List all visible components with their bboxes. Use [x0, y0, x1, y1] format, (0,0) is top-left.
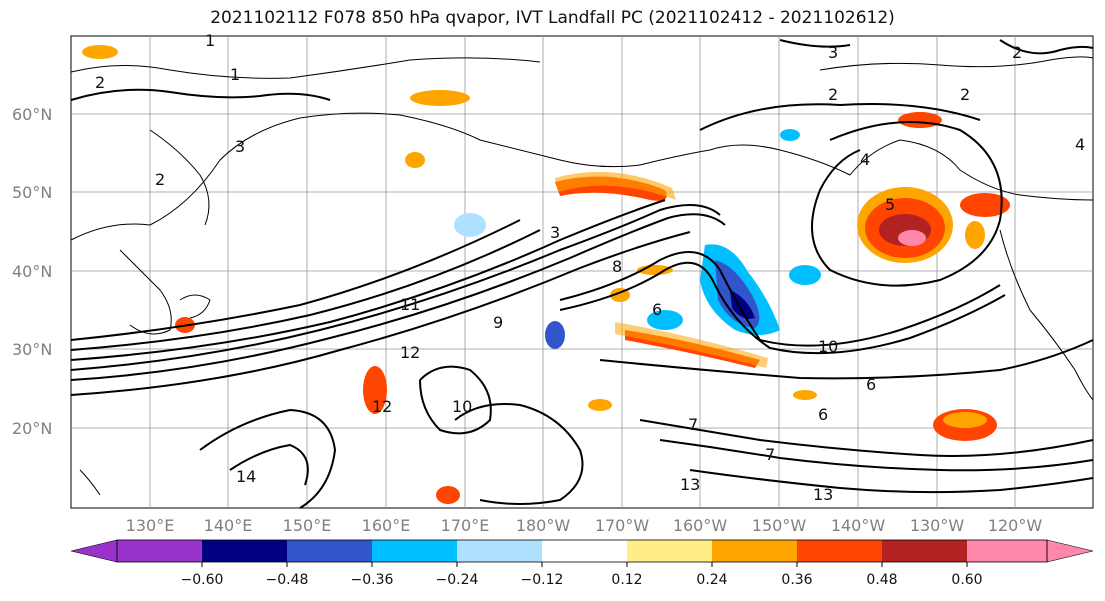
- contour-label: 10: [452, 397, 472, 416]
- colorbar: −0.60 −0.48 −0.36 −0.24 −0.12 0.12 0.24 …: [70, 539, 1094, 588]
- lon-label: 160°E: [362, 516, 411, 535]
- colorbar-tick-label: 0.12: [611, 572, 642, 588]
- contour-label: 10: [818, 337, 838, 356]
- contour-label: 2: [95, 73, 105, 92]
- lon-label: 140°E: [204, 516, 253, 535]
- contour-label: 8: [612, 257, 622, 276]
- contour-labels: 1 1 2 3 2 2 3 2 2 3 4 4 5 6 7 8 9 10 11 …: [95, 31, 1085, 504]
- contour-label: 5: [885, 195, 895, 214]
- lon-label: 120°W: [988, 516, 1043, 535]
- lon-label: 130°W: [910, 516, 965, 535]
- lat-label: 20°N: [12, 419, 52, 438]
- contour-label: 2: [155, 170, 165, 189]
- lon-label: 170°E: [441, 516, 490, 535]
- colorbar-tick-label: 0.60: [951, 572, 982, 588]
- longitude-labels: 130°E 140°E 150°E 160°E 170°E 180°W 170°…: [126, 516, 1043, 535]
- contour-label: 1: [230, 65, 240, 84]
- contour-label: 3: [550, 223, 560, 242]
- colorbar-tick-label: −0.48: [266, 572, 309, 588]
- colorbar-swatch: [287, 540, 372, 562]
- colorbar-swatch: [542, 540, 627, 562]
- contour-label: 7: [765, 445, 775, 464]
- colorbar-swatch: [627, 540, 712, 562]
- colorbar-extend-low: [70, 539, 118, 563]
- contour-label: 4: [860, 150, 870, 169]
- colorbar-tick-label: −0.24: [436, 572, 479, 588]
- contour-label: 2: [960, 85, 970, 104]
- colorbar-tick-label: −0.36: [351, 572, 394, 588]
- colorbar-swatch: [457, 540, 542, 562]
- lat-label: 40°N: [12, 262, 52, 281]
- contour-label: 12: [372, 397, 392, 416]
- map-title: 2021102112 F078 850 hPa qvapor, IVT Land…: [210, 8, 895, 28]
- colorbar-extend-high: [1046, 539, 1094, 563]
- lat-label: 30°N: [12, 340, 52, 359]
- lon-label: 170°W: [595, 516, 650, 535]
- colorbar-tick-label: 0.36: [781, 572, 812, 588]
- colorbar-tick-label: −0.60: [181, 572, 224, 588]
- colorbar-swatch: [882, 540, 967, 562]
- contour-label: 1: [205, 31, 215, 50]
- coastlines: [70, 56, 1094, 496]
- latitude-labels: 60°N 50°N 40°N 30°N 20°N: [12, 105, 52, 438]
- lon-label: 180°W: [516, 516, 571, 535]
- contour-label: 4: [1075, 135, 1085, 154]
- lat-label: 60°N: [12, 105, 52, 124]
- contour-label: 13: [680, 475, 700, 494]
- contour-label: 3: [828, 43, 838, 62]
- contour-label: 7: [688, 415, 698, 434]
- contour-label: 2: [828, 85, 838, 104]
- lon-label: 160°W: [673, 516, 728, 535]
- colorbar-tick-label: 0.48: [866, 572, 897, 588]
- contour-label: 3: [235, 137, 245, 156]
- anomaly-fill: [82, 45, 1010, 504]
- lat-label: 50°N: [12, 183, 52, 202]
- contour-label: 12: [400, 343, 420, 362]
- colorbar-swatch: [202, 540, 287, 562]
- lon-label: 130°E: [126, 516, 175, 535]
- colorbar-swatch: [797, 540, 882, 562]
- contour-label: 2: [1012, 43, 1022, 62]
- lon-label: 150°E: [283, 516, 332, 535]
- colorbar-swatch: [712, 540, 797, 562]
- colorbar-swatch: [372, 540, 457, 562]
- colorbar-tick-label: 0.24: [696, 572, 727, 588]
- contour-label: 6: [652, 300, 662, 319]
- contour-label: 6: [866, 375, 876, 394]
- contour-label: 14: [236, 467, 256, 486]
- colorbar-tick-label: −0.12: [521, 572, 564, 588]
- contour-label: 6: [818, 405, 828, 424]
- ivt-contours: [70, 39, 1094, 509]
- contour-label: 9: [493, 313, 503, 332]
- contour-label: 13: [813, 485, 833, 504]
- map-frame: [70, 35, 1094, 509]
- colorbar-swatch: [117, 540, 202, 562]
- contour-label: 11: [400, 295, 420, 314]
- lon-label: 140°W: [831, 516, 886, 535]
- colorbar-swatch: [967, 540, 1047, 562]
- lon-label: 150°W: [752, 516, 807, 535]
